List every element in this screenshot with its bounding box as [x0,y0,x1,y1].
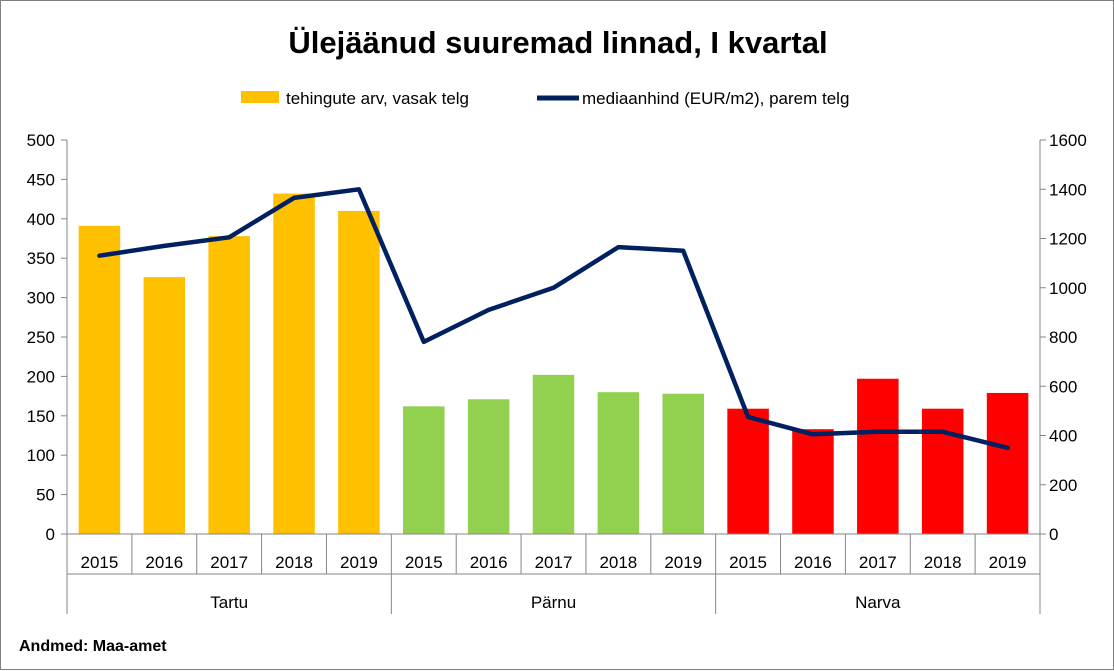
year-label: 2015 [81,553,119,572]
bar-narva-2015 [727,408,769,534]
year-label: 2017 [859,553,897,572]
bar-pärnu-2017 [532,374,575,534]
right-axis-tick-label: 1400 [1049,180,1087,199]
chart-title: Ülejäänud suuremad linnad, I kvartal [288,25,827,60]
year-label: 2017 [535,553,573,572]
right-axis-tick-label: 800 [1049,328,1077,347]
bar-pärnu-2019 [662,393,704,534]
right-axis-tick-label: 1200 [1049,230,1087,249]
year-label: 2019 [340,553,378,572]
legend-bar-swatch [241,91,279,103]
bar-narva-2019 [986,392,1029,534]
year-label: 2018 [924,553,962,572]
year-label: 2017 [210,553,248,572]
bar-tartu-2016 [143,277,186,534]
legend-line-label: mediaanhind (EUR/m2), parem telg [582,89,849,108]
right-axis-tick-label: 200 [1049,476,1077,495]
bar-tartu-2018 [273,193,315,535]
group-label-tartu: Tartu [210,593,248,612]
year-label: 2019 [664,553,702,572]
year-label: 2016 [145,553,183,572]
year-label: 2019 [989,553,1027,572]
legend: tehingute arv, vasak telg mediaanhind (E… [241,89,849,108]
bar-narva-2017 [857,378,899,534]
right-axis-tick-label: 400 [1049,427,1077,446]
median-price-line [97,187,1010,451]
group-label-narva: Narva [855,593,901,612]
right-axis-tick-label: 600 [1049,377,1077,396]
bar-pärnu-2015 [403,406,445,534]
source-note: Andmed: Maa-amet [19,638,167,655]
left-axis-tick-label: 400 [27,210,55,229]
left-axis-tick-label: 350 [27,249,55,268]
right-axis-tick-label: 1600 [1049,131,1087,150]
year-label: 2018 [275,553,313,572]
plot-area: 0 50 100 150 200 250 300 350 400 450 500 0 200 400 600… [27,131,1087,614]
left-axis-tick-label: 250 [27,328,55,347]
year-label: 2015 [729,553,767,572]
bar-narva-2016 [792,429,834,534]
left-axis-tick-label: 50 [36,486,55,505]
year-label: 2015 [405,553,443,572]
legend-bar-label: tehingute arv, vasak telg [286,89,469,108]
left-axis-tick-label: 500 [27,131,55,150]
left-axis-tick-label: 0 [46,525,55,544]
right-axis-tick-label: 0 [1049,525,1058,544]
left-axis-tick-label: 450 [27,170,55,189]
left-axis-tick-label: 300 [27,289,55,308]
right-axis-tick-label: 1000 [1049,279,1087,298]
left-axis-tick-label: 100 [27,446,55,465]
bar-tartu-2019 [338,210,380,535]
left-axis-tick-label: 200 [27,367,55,386]
group-label-pärnu: Pärnu [531,593,576,612]
year-label: 2016 [470,553,508,572]
left-axis-tick-label: 150 [27,407,55,426]
year-label: 2018 [599,553,637,572]
bar-pärnu-2016 [467,399,510,534]
bar-tartu-2015 [78,225,121,534]
year-label: 2016 [794,553,832,572]
bar-narva-2018 [921,408,964,534]
bar-pärnu-2018 [597,392,640,534]
bar-tartu-2017 [208,236,250,535]
